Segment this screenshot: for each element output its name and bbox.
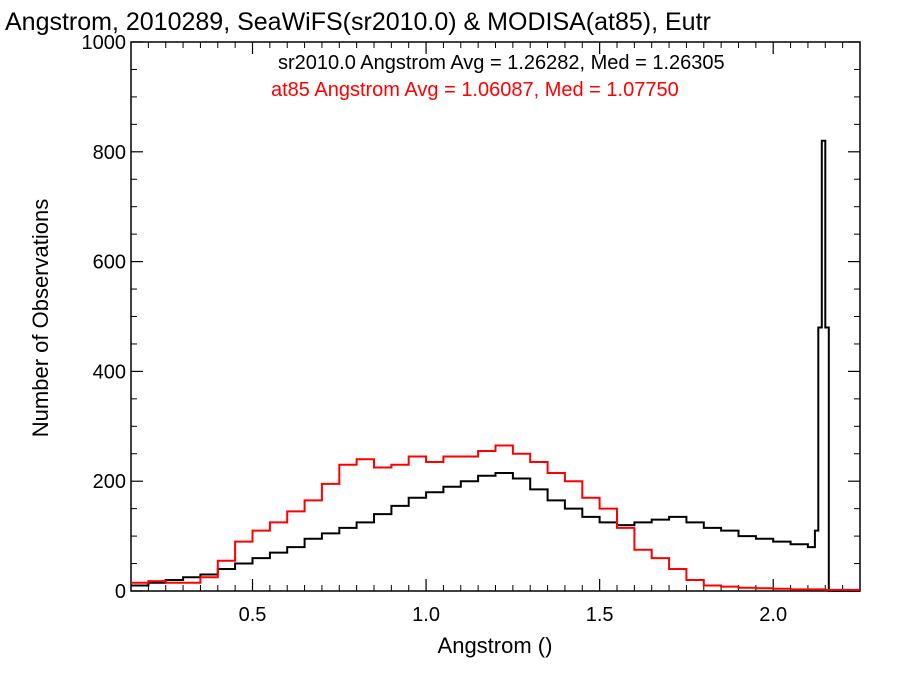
x-tick-label: 0.5 xyxy=(239,604,267,626)
y-tick-label: 1000 xyxy=(82,32,127,54)
y-axis-label: Number of Observations xyxy=(28,199,53,437)
chart-title: Angstrom, 2010289, SeaWiFS(sr2010.0) & M… xyxy=(5,8,711,36)
y-tick-label: 400 xyxy=(93,361,126,383)
series-sr2010-line xyxy=(131,139,860,592)
y-tick-label: 800 xyxy=(93,142,126,164)
x-tick-label: 2.0 xyxy=(759,604,787,626)
x-axis-label: Angstrom () xyxy=(438,633,553,658)
y-tick-label: 0 xyxy=(115,581,126,603)
annotation-sr2010: sr2010.0 Angstrom Avg = 1.26282, Med = 1… xyxy=(278,52,725,74)
plot-frame xyxy=(130,41,861,592)
series-at85-line xyxy=(131,444,860,591)
y-tick-label: 600 xyxy=(93,252,126,274)
annotation-at85: at85 Angstrom Avg = 1.06087, Med = 1.077… xyxy=(271,79,679,101)
y-tick-label: 200 xyxy=(93,471,126,493)
x-tick-label: 1.5 xyxy=(586,604,614,626)
plot-area: 0.5 1.0 1.5 2.0 0 200 400 600 800 1000 xyxy=(82,32,861,626)
x-tick-label: 1.0 xyxy=(412,604,440,626)
